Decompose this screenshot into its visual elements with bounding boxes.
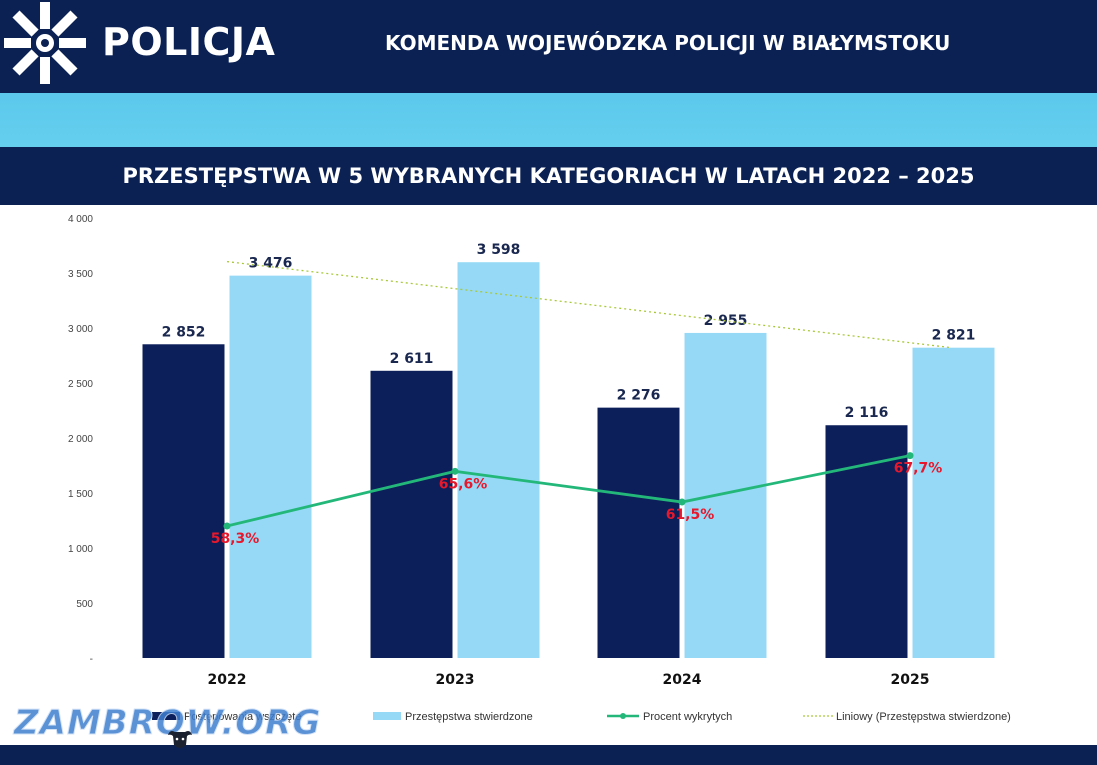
legend-label-trend: Liniowy (Przestępstwa stwierdzone) [836, 711, 1011, 723]
value-label-stwierdzone: 2 955 [704, 313, 748, 329]
chart-title: PRZESTĘPSTWA W 5 WYBRANYCH KATEGORIACH W… [122, 164, 975, 188]
footer-bar [0, 745, 1097, 765]
x-tick-label: 2024 [663, 672, 702, 688]
value-label-postepowania: 2 852 [162, 324, 206, 340]
point-procent-wykrytych [906, 452, 914, 460]
y-tick-label: - [90, 654, 93, 665]
x-tick-label: 2022 [208, 672, 247, 688]
pct-label: 58,3% [211, 531, 260, 547]
legend-marker-procent [620, 713, 626, 719]
trendline-stwierdzone [226, 260, 952, 349]
value-label-postepowania: 2 276 [617, 388, 661, 404]
legend-swatch-stwierdzone [373, 712, 401, 720]
chart: - 500 1 000 1 500 2 000 2 500 3 000 3 500 4 000 2… [68, 214, 1011, 723]
value-label-postepowania: 2 116 [845, 405, 889, 421]
x-tick-label: 2025 [891, 672, 930, 688]
y-tick-label: 1 500 [68, 489, 93, 500]
line-procent-wykrytych [226, 454, 911, 528]
value-label-stwierdzone: 3 598 [477, 242, 521, 258]
police-star-icon [4, 2, 86, 84]
y-tick-label: 4 000 [68, 214, 93, 225]
point-procent-wykrytych [678, 498, 686, 506]
bar-postepowania-2023 [370, 370, 453, 658]
legend-swatch-postepowania [152, 712, 180, 720]
accent-band [0, 93, 1097, 147]
bar-stwierdzone-2024 [684, 332, 767, 658]
logo-text: POLICJA [102, 20, 276, 64]
bar-postepowania-2022 [142, 344, 225, 658]
watermark-text: ZAMBROW.ORG [13, 703, 322, 744]
bison-icon [168, 731, 192, 748]
header-title: KOMENDA WOJEWÓDZKA POLICJI W BIAŁYMSTOKU [385, 31, 951, 55]
y-tick-label: 2 500 [68, 379, 93, 390]
bar-stwierdzone-2025 [912, 347, 995, 658]
bar-stwierdzone-2022 [229, 275, 312, 658]
y-tick-label: 500 [76, 599, 93, 610]
y-tick-label: 1 000 [68, 544, 93, 555]
x-tick-label: 2023 [436, 672, 475, 688]
y-tick-label: 3 000 [68, 324, 93, 335]
bar-stwierdzone-2023 [457, 262, 540, 658]
point-procent-wykrytych [223, 522, 231, 530]
chart-title-bar [0, 147, 1097, 205]
y-tick-label: 2 000 [68, 434, 93, 445]
pct-label: 61,5% [666, 507, 715, 523]
y-tick-label: 3 500 [68, 269, 93, 280]
pct-label: 65,6% [439, 476, 488, 492]
value-label-postepowania: 2 611 [390, 351, 434, 367]
legend-label-postepowania: Postępowania wszczęte [184, 711, 301, 723]
bar-postepowania-2024 [597, 407, 680, 658]
value-label-stwierdzone: 2 821 [932, 328, 976, 344]
header-bar [0, 0, 1097, 93]
point-procent-wykrytych [451, 467, 459, 475]
value-label-stwierdzone: 3 476 [249, 256, 293, 272]
pct-label: 67,7% [894, 461, 943, 477]
legend-label-stwierdzone: Przestępstwa stwierdzone [405, 711, 533, 723]
legend-label-procent: Procent wykrytych [643, 711, 732, 723]
